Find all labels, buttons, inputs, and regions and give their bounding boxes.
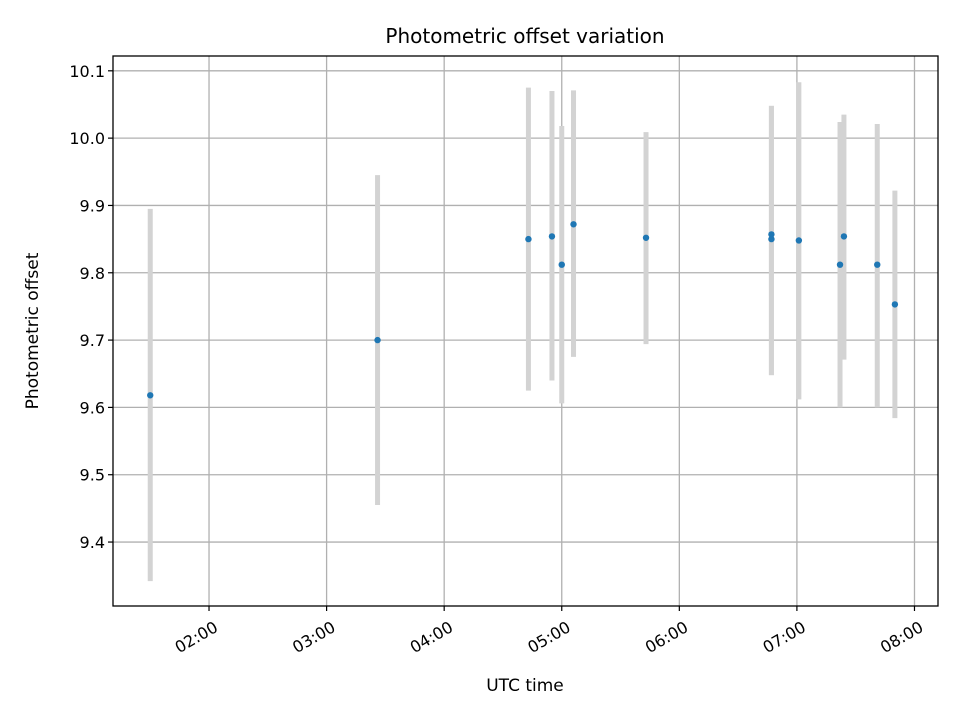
y-axis: 9.4 9.5 9.6 9.7 9.8 9.9 10.0 10.1 [69,62,113,552]
data-points [147,221,899,399]
y-tick-label: 10.1 [69,62,105,81]
y-tick-label: 9.6 [80,398,105,417]
data-point [374,336,381,344]
data-point [795,237,803,244]
data-point [525,235,532,243]
data-point [147,392,154,399]
data-point [891,301,899,308]
data-point [768,235,775,243]
y-tick-label: 10.0 [69,129,105,148]
y-tick-label: 9.4 [80,533,105,552]
data-point [558,261,565,268]
y-axis-title: Photometric offset [23,252,43,409]
data-point [874,261,881,268]
plot-frame [112,55,939,607]
data-point [548,233,556,240]
y-tick-label: 9.7 [80,331,105,350]
chart-title: Photometric offset variation [385,24,664,48]
data-point [840,233,848,240]
y-tick-label: 9.9 [80,196,105,215]
data-point [570,221,577,228]
y-tick-label: 9.8 [80,264,105,283]
data-point [642,234,650,241]
data-point [836,261,844,268]
data-point [768,231,775,238]
y-tick-label: 9.5 [80,466,105,485]
x-axis-title: UTC time [486,676,564,696]
